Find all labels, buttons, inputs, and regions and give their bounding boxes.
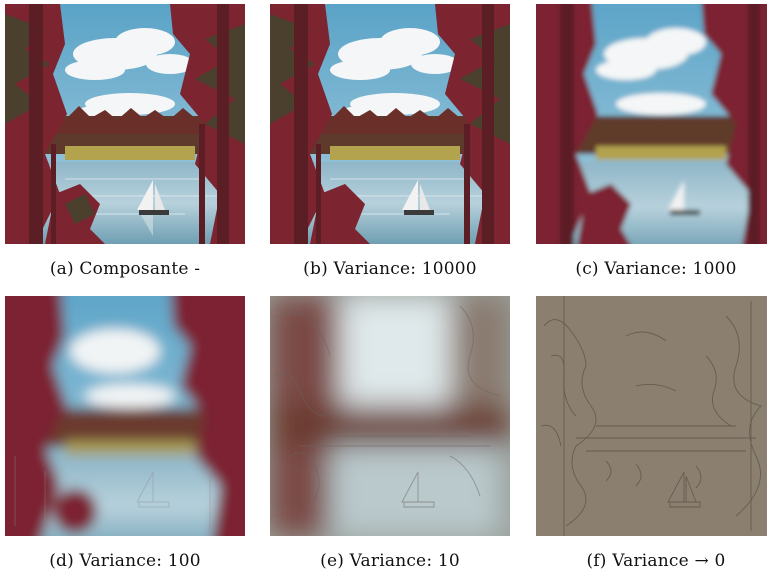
panel-a-image — [5, 4, 245, 244]
panel-c-caption: (c) Variance: 1000 — [575, 259, 737, 279]
lake-scene-image — [5, 4, 245, 244]
panel-f-caption: (f) Variance → 0 — [586, 551, 726, 571]
panel-a-caption: (a) Composante - — [49, 259, 201, 279]
panel-c-image — [536, 4, 767, 244]
lake-scene-image — [270, 296, 510, 536]
lake-scene-image — [536, 4, 767, 244]
panel-e-caption: (e) Variance: 10 — [320, 551, 460, 571]
panel-d-image — [5, 296, 245, 536]
panel-d-caption: (d) Variance: 100 — [49, 551, 201, 571]
lake-scene-image — [5, 296, 245, 536]
panel-b-image — [270, 4, 510, 244]
panel-e-image — [270, 296, 510, 536]
lake-scene-image — [270, 4, 510, 244]
panel-b-caption: (b) Variance: 10000 — [303, 259, 477, 279]
panel-f-image — [536, 296, 767, 536]
lake-scene-image — [536, 296, 767, 536]
